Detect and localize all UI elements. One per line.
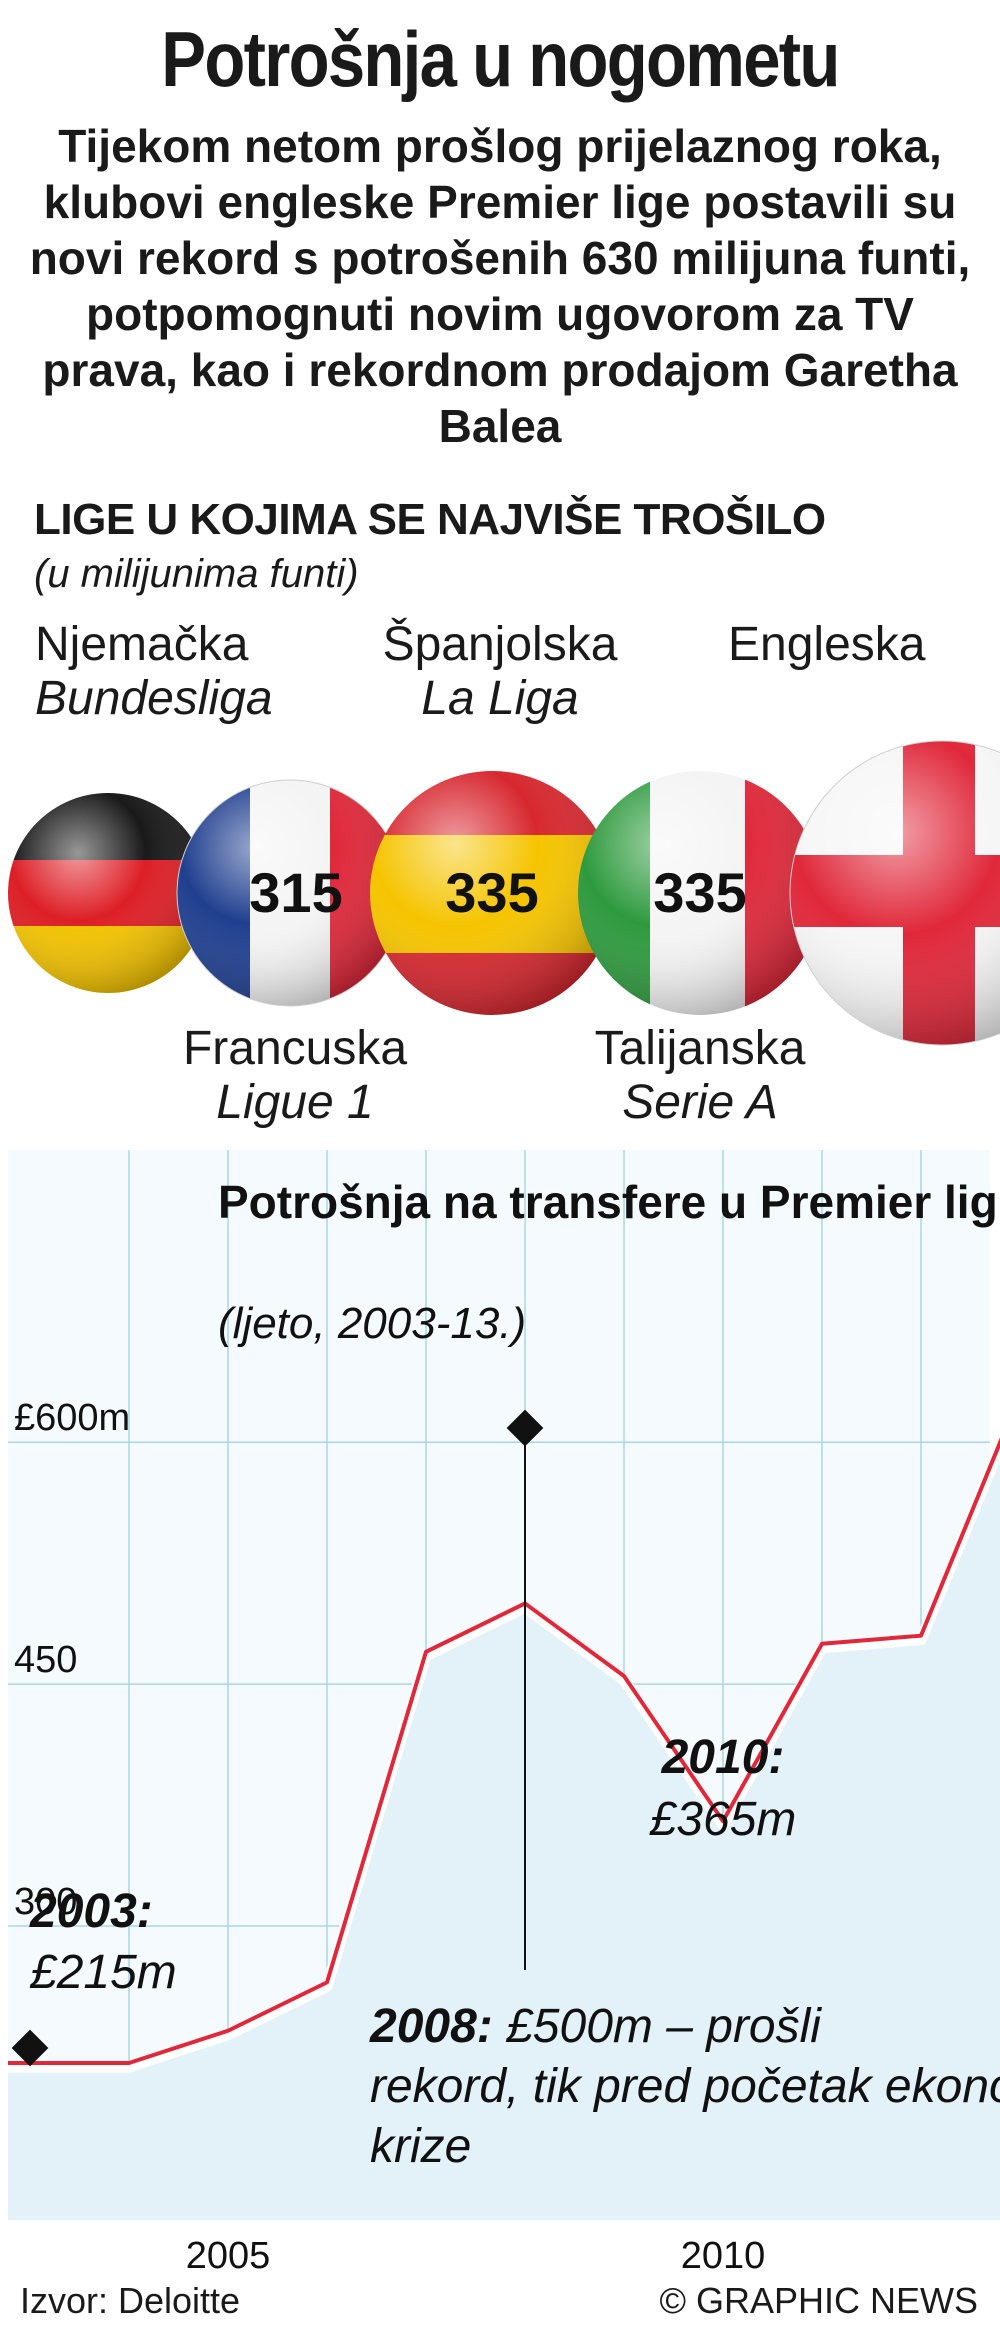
intro-text: Tijekom netom prošlog prijelaznog roka, … (29, 120, 971, 452)
annotation-value-2003: £215m (29, 1946, 177, 1999)
league-name: Bundesliga (35, 672, 273, 725)
flag-ball-england (789, 740, 1000, 1046)
chart-subtitle: (ljeto, 2003-13.) (218, 1299, 526, 1348)
x-tick-label: 2005 (186, 2235, 271, 2277)
league-name: Ligue 1 (216, 1076, 374, 1129)
league-label-england: Engleska (728, 618, 925, 672)
league-label-spain: Španjolska La Liga (360, 618, 640, 726)
leagues-heading: LIGE U KOJIMA SE NAJVIŠE TROŠILO (34, 495, 826, 544)
ball-value-france: 315 (249, 861, 342, 924)
league-label-france: Francuska Ligue 1 (160, 1022, 430, 1130)
page-title: Potrošnja u nogometu (161, 15, 840, 103)
league-label-germany: Njemačka Bundesliga (35, 618, 273, 726)
ball-value-spain: 335 (445, 861, 538, 924)
annotation-marker-2008 (506, 1409, 544, 1447)
x-tick-label: 2010 (681, 2235, 766, 2277)
leagues-unit: (u milijunima funti) (34, 552, 359, 596)
source-note: Izvor: Deloitte (20, 2280, 241, 2321)
annotation-value-2010: £365m (649, 1793, 797, 1846)
league-country: Španjolska (382, 618, 618, 671)
chart-title: Potrošnja na transfere u Premier ligi (218, 1176, 1000, 1228)
ball-value-italy: 335 (653, 861, 746, 924)
league-label-italy: Talijanska Serie A (565, 1022, 835, 1130)
annotation-year-2003: 2003: (29, 1885, 153, 1938)
credit-note: © GRAPHIC NEWS (659, 2280, 978, 2321)
y-tick-label: 450 (14, 1639, 77, 1681)
league-country: Engleska (728, 618, 926, 671)
y-tick-label: £600m (14, 1397, 130, 1439)
league-country: Talijanska (594, 1022, 806, 1075)
league-country: Francuska (182, 1022, 408, 1075)
annotation-marker-2003 (11, 2029, 49, 2067)
annotation-text-2008: 2008: £500m – prošli rekord, tik pred poč… (369, 2000, 1000, 2173)
league-country: Njemačka (35, 618, 249, 671)
annotations: 2003: £215m 2010: £365m 2008: £500m – prošli… (11, 1409, 1000, 2173)
league-name: Serie A (622, 1076, 778, 1129)
league-name: La Liga (421, 672, 579, 725)
y-tick-label: 300 (14, 1881, 77, 1923)
annotation-year-2010: 2010: (661, 1731, 785, 1784)
